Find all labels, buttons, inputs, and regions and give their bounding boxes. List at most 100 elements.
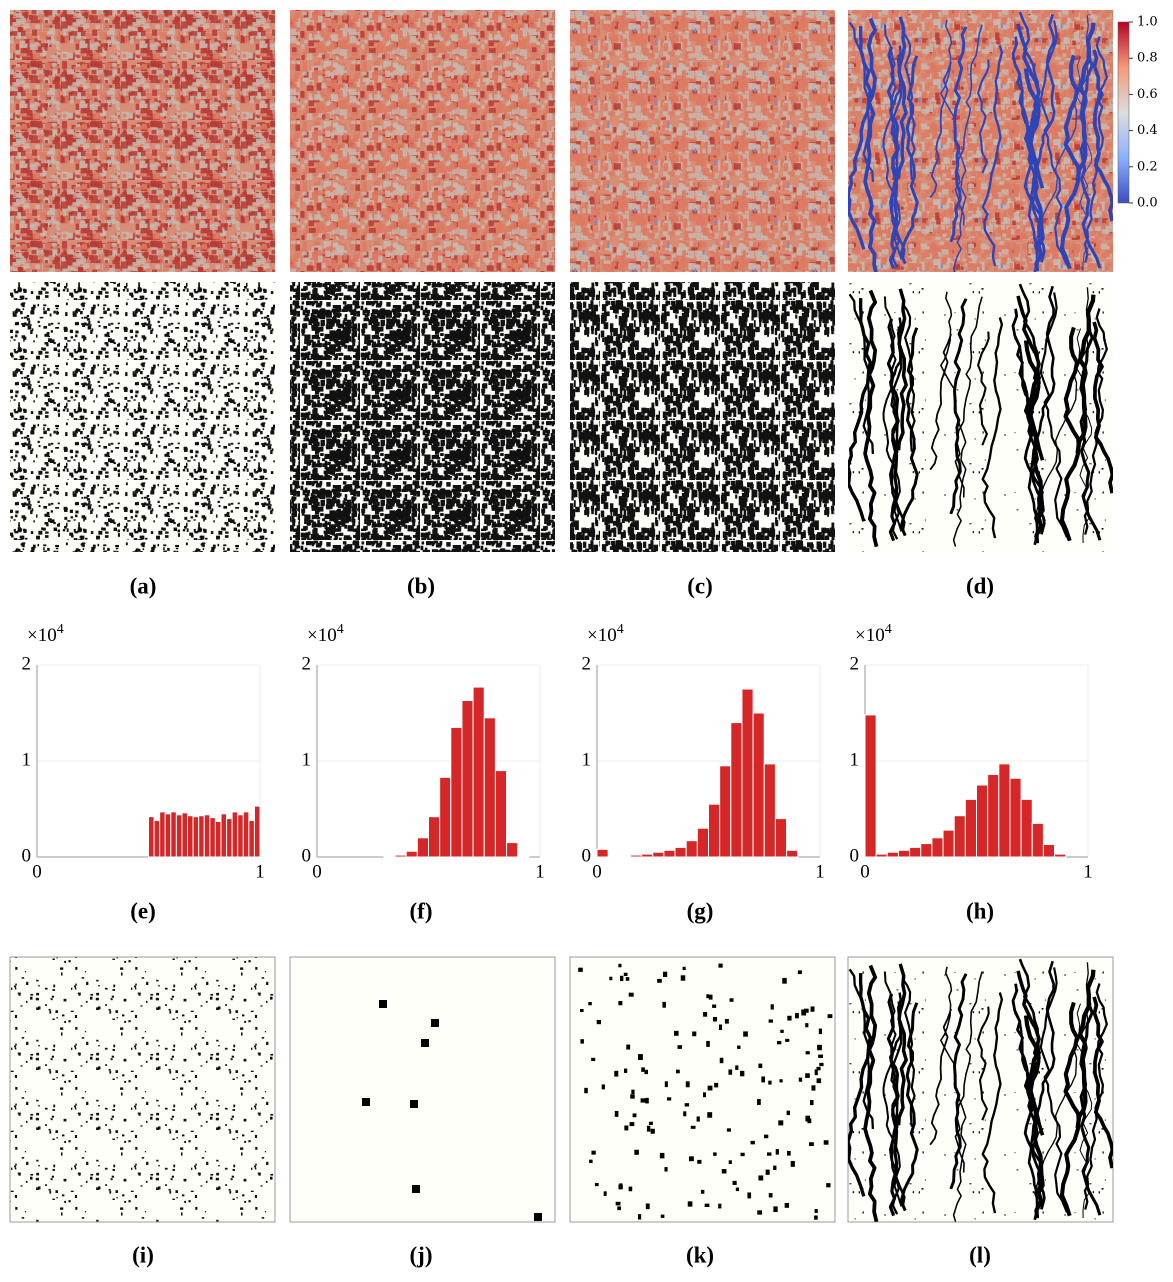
bar xyxy=(181,812,189,858)
bar xyxy=(472,686,485,858)
bar xyxy=(674,846,687,858)
binary-field xyxy=(9,956,276,1223)
defect xyxy=(664,1167,668,1172)
crack xyxy=(954,971,983,1173)
colorbar-tick-label: 1.0 xyxy=(1137,15,1158,30)
bar xyxy=(237,814,244,858)
crack xyxy=(1083,36,1108,263)
crack xyxy=(1039,292,1068,538)
y-tick-label: 0 xyxy=(582,845,592,866)
x-tick-label: 1 xyxy=(815,861,825,882)
defect xyxy=(703,1011,708,1017)
defect xyxy=(603,1191,607,1196)
multiplier-base: ×10 xyxy=(307,625,337,646)
crack xyxy=(977,1006,990,1121)
defect xyxy=(645,1203,650,1210)
defect xyxy=(763,1134,769,1139)
defect xyxy=(609,976,613,981)
defect xyxy=(664,1081,668,1088)
defect xyxy=(765,1169,770,1175)
crack-network xyxy=(848,11,1113,272)
defect xyxy=(726,1128,731,1132)
crack xyxy=(886,993,900,1217)
defect xyxy=(805,1051,810,1055)
bar xyxy=(652,851,665,858)
y-tick-label: 1 xyxy=(850,749,860,770)
y-tick-label: 1 xyxy=(302,749,312,770)
defect xyxy=(758,1063,763,1068)
defect xyxy=(790,1160,795,1167)
defect xyxy=(773,1165,777,1171)
bar xyxy=(976,784,989,858)
crack xyxy=(954,296,983,498)
binary-field xyxy=(569,956,836,1223)
defect xyxy=(637,1214,642,1220)
defect xyxy=(712,1017,718,1022)
x-tick-label: 0 xyxy=(312,861,322,882)
bar xyxy=(953,815,966,858)
defect xyxy=(688,1156,694,1162)
defect xyxy=(743,1031,748,1037)
crack xyxy=(1092,996,1113,1169)
defect xyxy=(773,1206,778,1213)
crack xyxy=(1059,1001,1081,1217)
panel-label: (j) xyxy=(410,1242,433,1267)
crack xyxy=(863,289,879,548)
crack xyxy=(981,45,1004,267)
defect xyxy=(618,1000,623,1006)
defect xyxy=(708,994,713,1000)
defect xyxy=(719,1057,724,1064)
defect xyxy=(634,1149,639,1155)
defect xyxy=(798,1077,803,1082)
x-tick-label: 1 xyxy=(535,861,545,882)
binary-field xyxy=(290,282,555,552)
defect xyxy=(805,1023,809,1028)
bar xyxy=(164,813,172,858)
panel-label: (l) xyxy=(969,1242,991,1267)
bar xyxy=(428,816,441,858)
defect xyxy=(659,1152,665,1159)
crack xyxy=(848,973,872,1197)
crack xyxy=(1039,967,1068,1213)
defect xyxy=(768,1193,773,1198)
defect xyxy=(766,1152,772,1156)
bar xyxy=(864,714,877,858)
defect xyxy=(827,1014,833,1019)
crack-network xyxy=(848,283,1113,548)
crack xyxy=(890,326,903,540)
axis-multiplier: ×104 xyxy=(27,622,64,646)
defect xyxy=(737,1045,741,1049)
defect xyxy=(810,1099,814,1106)
defect xyxy=(646,1125,651,1132)
bar xyxy=(1054,853,1067,858)
defect xyxy=(757,1210,763,1215)
bar xyxy=(618,855,631,858)
bar xyxy=(774,818,788,858)
defect xyxy=(687,1201,693,1207)
defect xyxy=(714,1082,719,1088)
bar xyxy=(931,837,944,858)
defect xyxy=(823,1140,829,1145)
defect xyxy=(623,972,628,977)
defect xyxy=(707,1085,713,1091)
defect xyxy=(412,1185,420,1193)
bar xyxy=(696,827,709,858)
defect xyxy=(817,1044,822,1051)
bar xyxy=(248,820,255,858)
crack xyxy=(1023,68,1045,272)
crack xyxy=(901,303,916,452)
defect xyxy=(640,1098,646,1103)
colorbar-tick-label: 0.8 xyxy=(1137,51,1158,66)
defect xyxy=(703,1092,707,1098)
crack xyxy=(954,24,983,226)
crack xyxy=(1076,328,1093,544)
crack xyxy=(1079,330,1102,541)
defect xyxy=(757,1099,761,1105)
defect xyxy=(648,1121,653,1125)
crack xyxy=(886,318,900,542)
bar xyxy=(886,851,899,858)
defect xyxy=(588,1002,592,1006)
defect xyxy=(685,1081,690,1088)
defect xyxy=(718,963,723,968)
panel-label: (a) xyxy=(130,573,157,598)
